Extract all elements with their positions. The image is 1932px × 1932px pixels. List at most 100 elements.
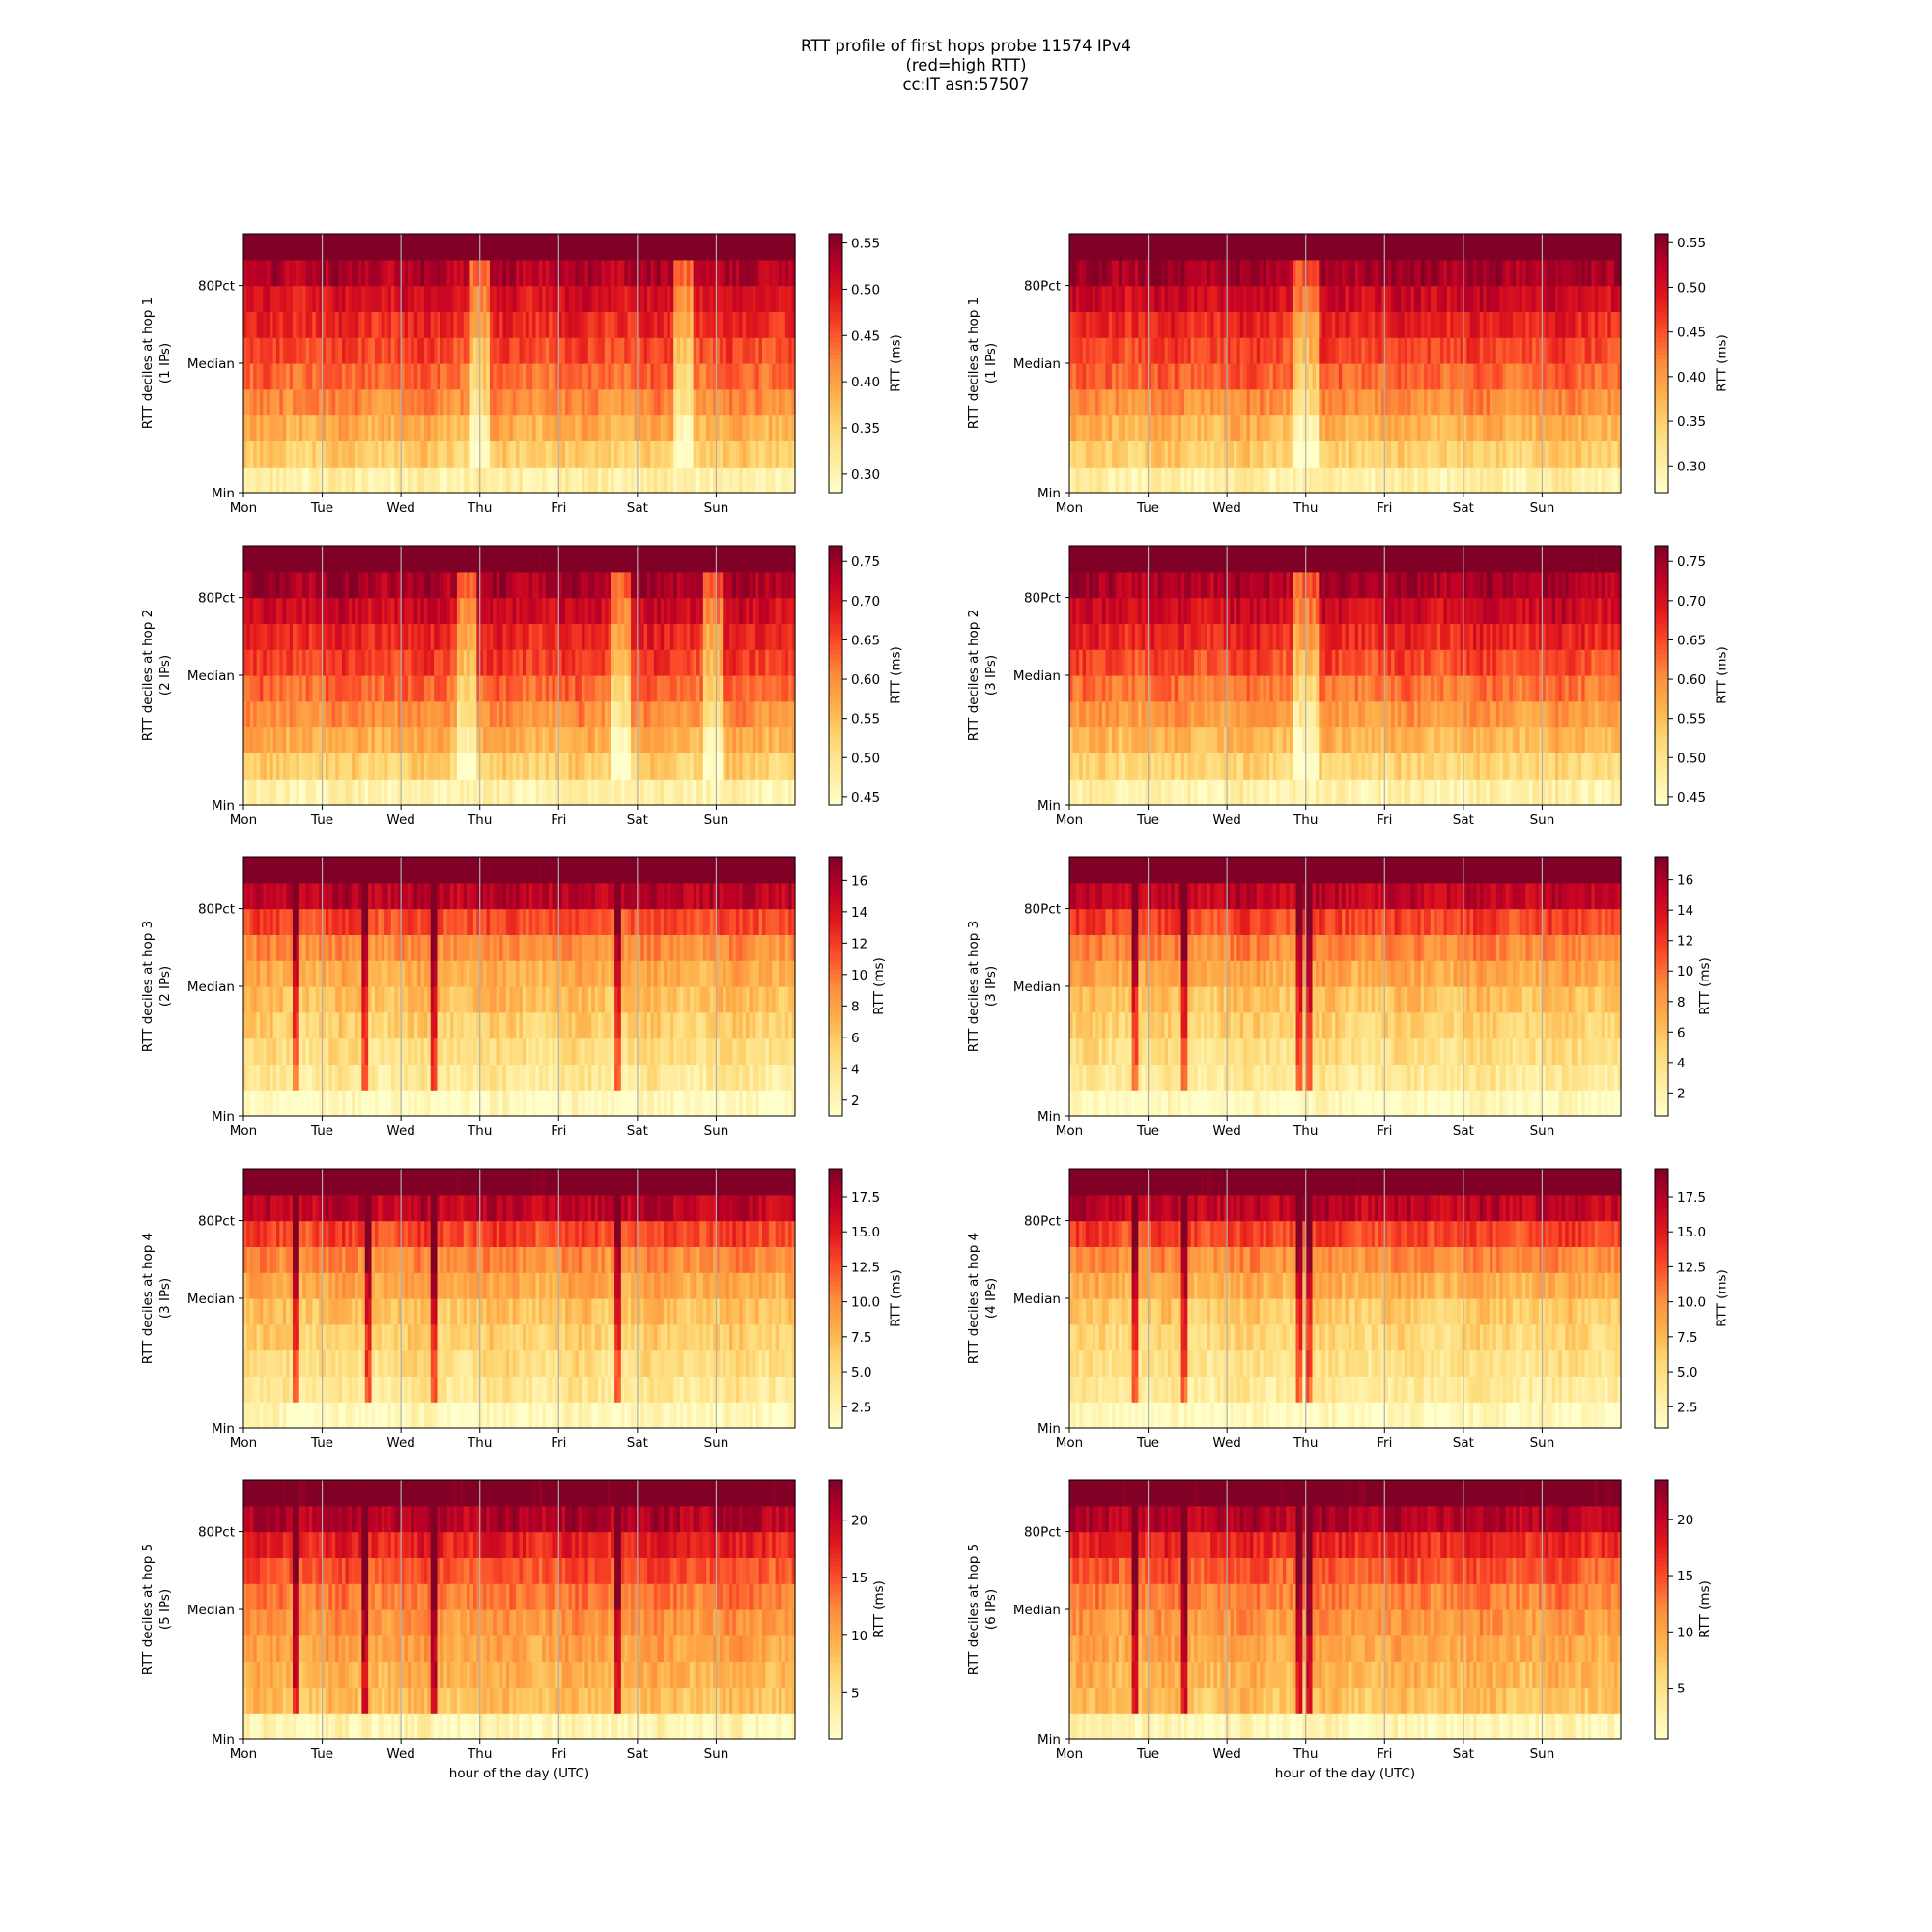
heatmap-cell [331,440,336,468]
heatmap-cell [650,337,655,364]
heatmap-cell [437,234,441,261]
heatmap-cell [1239,467,1244,494]
heatmap-cell [1141,388,1146,416]
colorbar-tick-label: 0.40 [1677,370,1706,385]
heatmap-cell [505,234,510,261]
heatmap-cell [1151,467,1155,494]
heatmap-cell [270,259,274,287]
heatmap-cell [653,467,658,494]
heatmap-cell [378,467,383,494]
heatmap-cell [719,259,724,287]
heatmap-cell [614,285,619,312]
heatmap-cell [427,337,432,364]
heatmap-cell [614,440,619,468]
heatmap-cell [1230,311,1235,338]
heatmap-cell [460,414,465,441]
heatmap-cell [345,623,350,650]
heatmap-cell [443,234,448,261]
heatmap-cell [275,337,280,364]
heatmap-cell [565,234,570,261]
heatmap-cell [690,440,695,468]
heatmap-cell [256,414,261,441]
heatmap-cell [702,337,707,364]
heatmap-cell [664,234,668,261]
heatmap-cell [1134,234,1139,261]
heatmap-cell [505,414,510,441]
colorbar-segment [1655,423,1668,429]
heatmap-cell [453,546,458,573]
heatmap-cell [516,388,521,416]
heatmap-cell [352,414,356,441]
heatmap-cell [249,649,254,676]
heatmap-cell [746,337,751,364]
heatmap-cell [249,285,254,312]
heatmap-cell [1148,440,1152,468]
heatmap-cell [552,259,556,287]
heatmap-cell [702,285,707,312]
heatmap-cell [493,414,497,441]
heatmap-cell [315,597,320,624]
heatmap-cell [253,363,258,390]
heatmap-cell [430,388,435,416]
heatmap-cell [686,337,691,364]
heatmap-cell [413,363,418,390]
heatmap-cell [1210,388,1215,416]
heatmap-cell [249,234,254,261]
heatmap-cell [784,311,789,338]
heatmap-cell [571,467,576,494]
heatmap-cell [725,440,730,468]
heatmap-cell [650,363,655,390]
heatmap-cell [545,234,550,261]
colorbar-segment [1655,432,1668,438]
heatmap-cell [1145,311,1150,338]
heatmap-cell [443,623,448,650]
heatmap-cell [1239,259,1244,287]
heatmap-cell [765,234,770,261]
heatmap-cell [673,285,678,312]
heatmap-cell [1079,388,1084,416]
heatmap-cell [1204,311,1208,338]
heatmap-cell [401,234,406,261]
heatmap-cell [368,388,373,416]
heatmap-cell [472,414,477,441]
heatmap-cell [545,440,550,468]
heatmap-cell [361,597,366,624]
heatmap-cell [1154,285,1159,312]
heatmap-cell [735,440,740,468]
heatmap-cell [1220,285,1225,312]
heatmap-cell [1223,414,1228,441]
colorbar-segment [829,488,842,494]
heatmap-cell [476,440,481,468]
heatmap-cell [371,337,376,364]
heatmap-cell [401,363,406,390]
heatmap-cell [702,234,707,261]
heatmap-cell [604,467,609,494]
heatmap-cell [528,259,533,287]
heatmap-cell [526,467,530,494]
heatmap-cell [345,597,350,624]
heatmap-cell [538,467,543,494]
heatmap-cell [739,440,744,468]
heatmap-cell [1069,363,1073,390]
heatmap-cell [660,467,665,494]
heatmap-cell [259,753,264,780]
heatmap-cell [404,259,409,287]
heatmap-cell [266,311,270,338]
colorbar-segment [1655,414,1668,420]
heatmap-cell [420,337,425,364]
heatmap-cell [1230,234,1235,261]
heatmap-cell [361,546,366,573]
heatmap-cell [289,546,294,573]
heatmap-cell [696,363,701,390]
colorbar-segment [829,302,842,308]
heatmap-cell [565,440,570,468]
heatmap-cell [331,311,336,338]
heatmap-cell [289,753,294,780]
heatmap-cell [259,726,264,753]
heatmap-cell [568,440,573,468]
heatmap-cell [472,440,477,468]
heatmap-cell [1138,285,1143,312]
heatmap-cell [472,234,477,261]
heatmap-cell [1204,388,1208,416]
heatmap-cell [331,623,336,650]
